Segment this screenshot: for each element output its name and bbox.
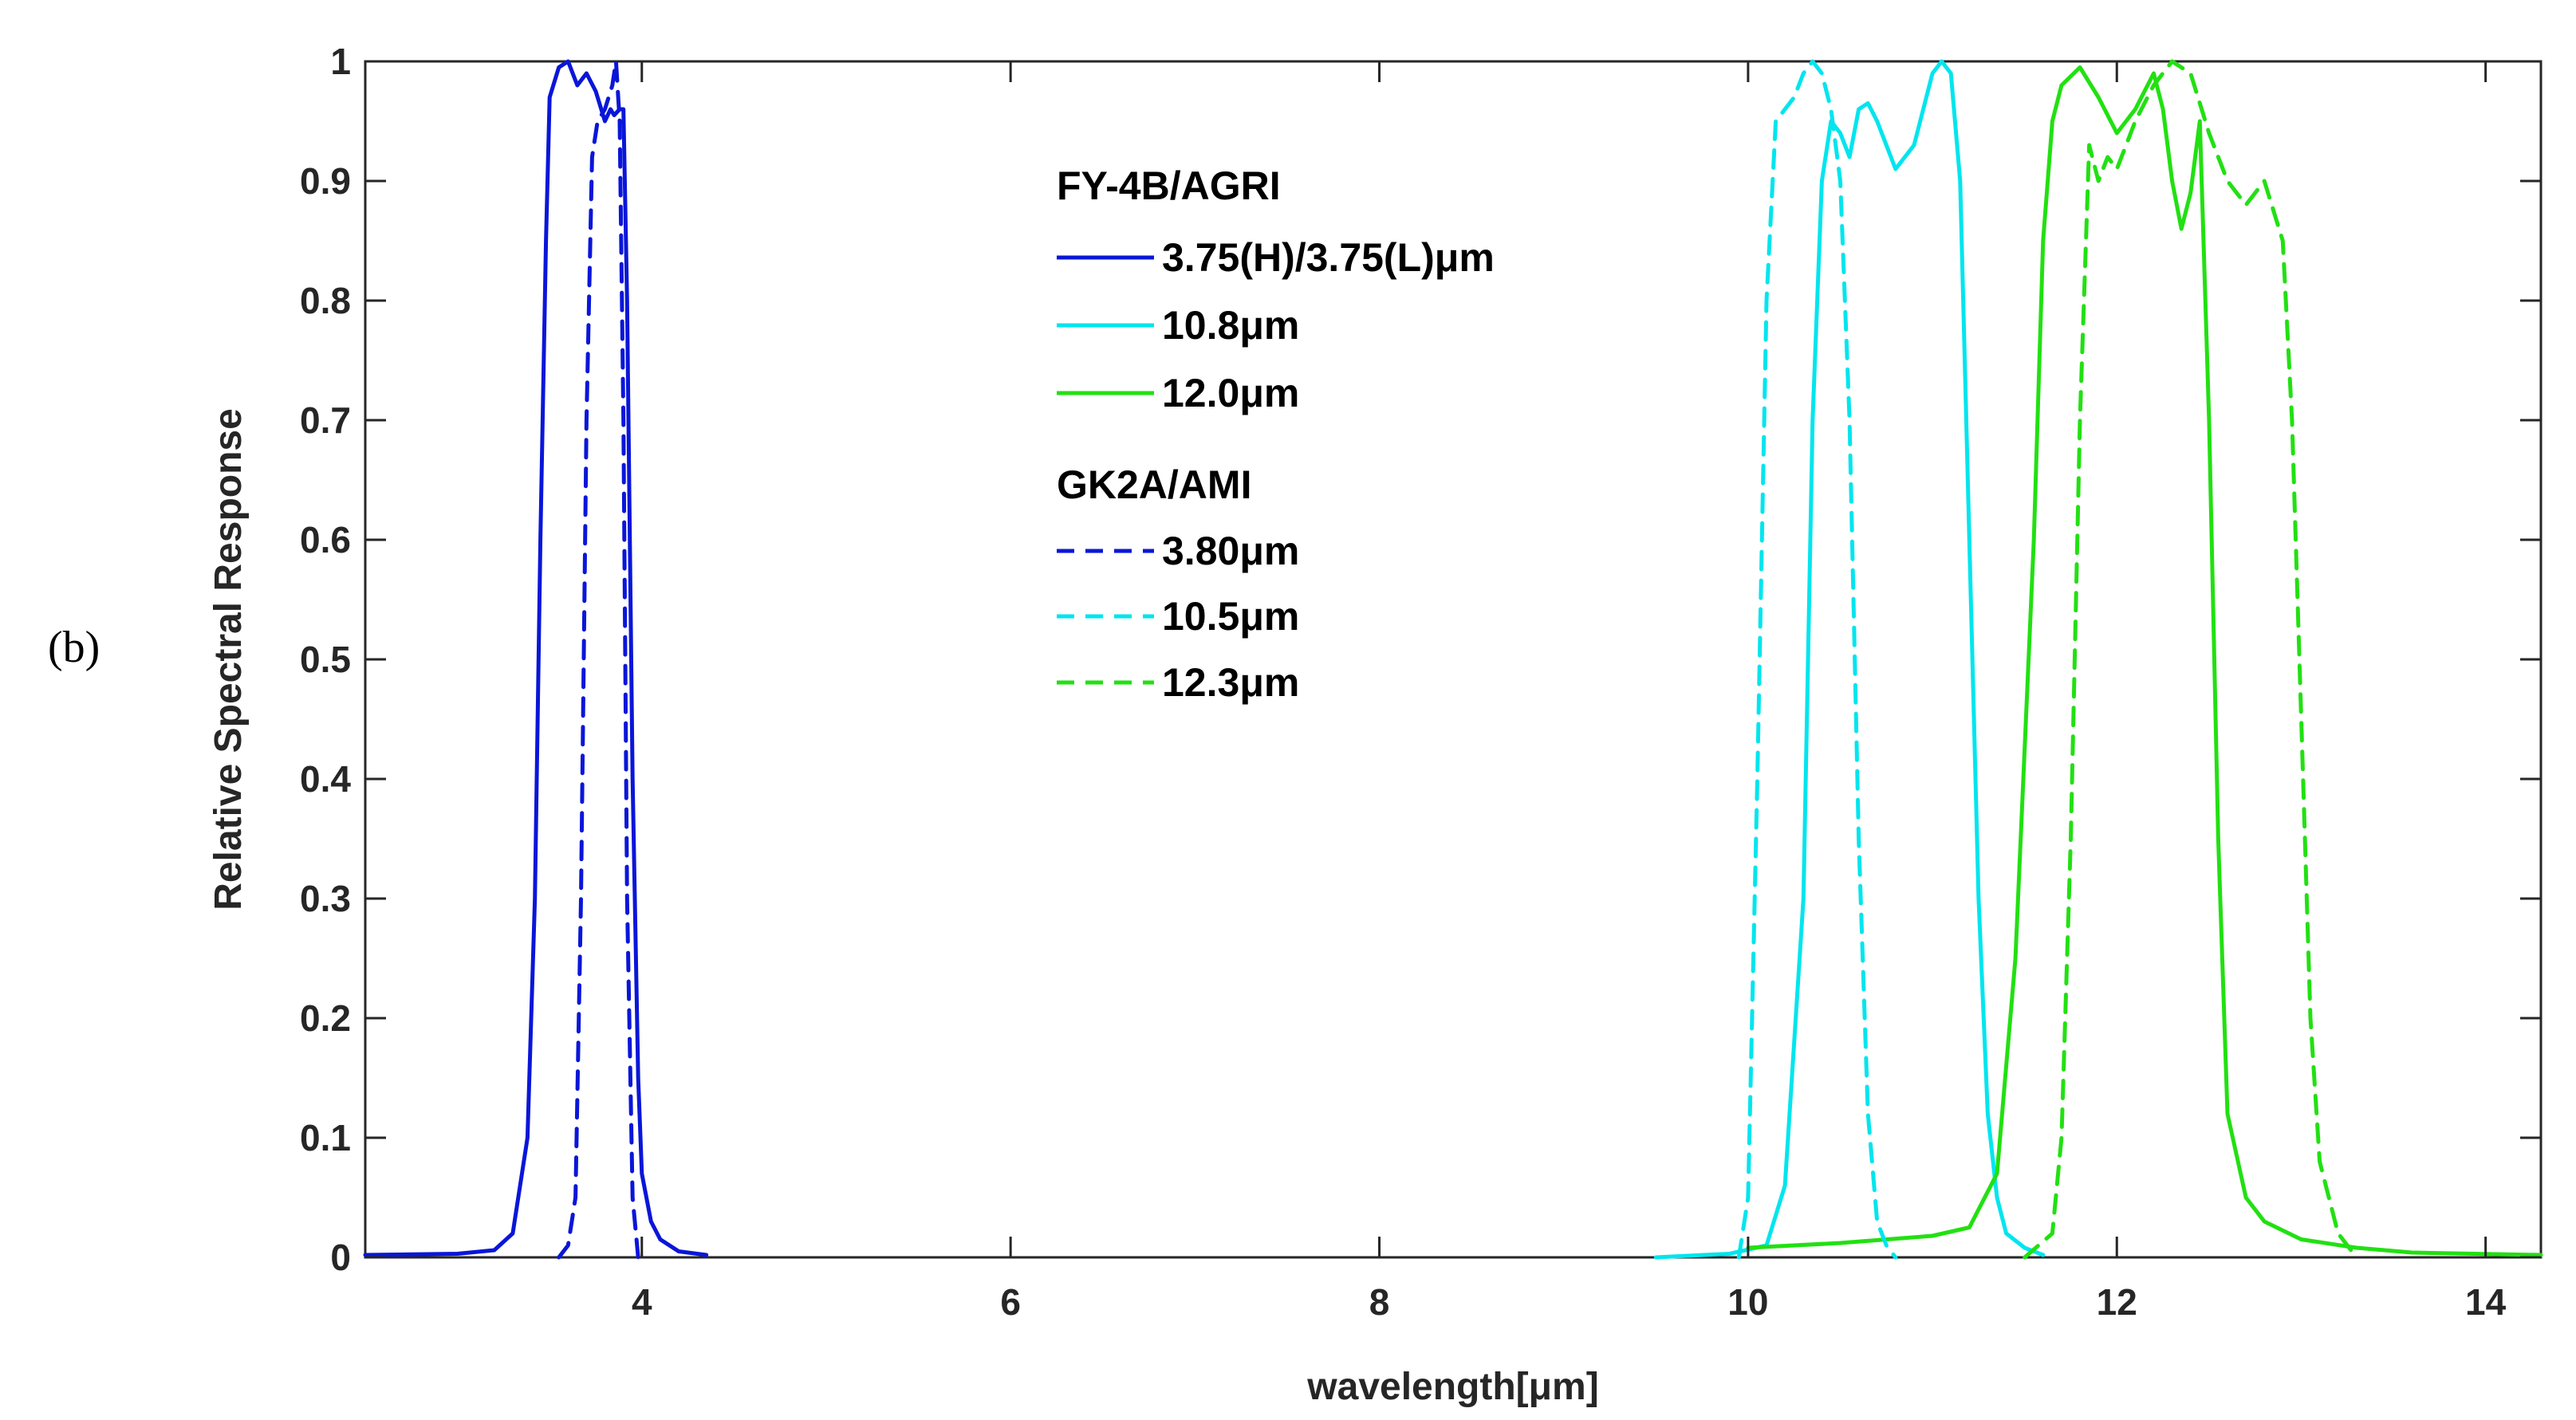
legend-group-title: GK2A/AMI [1057,462,1251,507]
y-tick-label: 0.2 [300,997,351,1039]
plot-area-frame [364,60,2543,1259]
y-tick-label: 0.8 [300,280,351,321]
x-tick-label: 8 [1369,1281,1390,1323]
legend-label: 10.5μm [1162,594,1299,639]
y-tick-label: 0.5 [300,639,351,680]
x-tick-label: 12 [2097,1281,2137,1323]
x-tick-label: 14 [2465,1281,2507,1323]
y-tick-label: 0.7 [300,399,351,441]
y-tick-label: 0.1 [300,1117,351,1158]
axis-ticks: 4 6 8 10 12 14 0 0.1 0.2 0.3 0.4 0.5 0.6 0.7 0.8 0.9 1 [300,41,2541,1323]
legend-label: 10.8μm [1162,303,1299,348]
y-tick-label: 0.4 [300,758,351,800]
y-tick-label: 0.3 [300,878,351,919]
legend-group-title: FY-4B/AGRI [1057,163,1281,208]
legend-label: 12.3μm [1162,660,1299,705]
series-line-3 [557,59,640,1260]
legend-label: 12.0μm [1162,371,1299,415]
legend-label: 3.80μm [1162,529,1299,573]
legend: FY-4B/AGRI 3.75(H)/3.75(L)μm 10.8μm 12.0μm G… [1057,163,1495,705]
legend-label: 3.75(H)/3.75(L)μm [1162,235,1495,280]
y-tick-label: 0 [330,1237,351,1278]
x-axis-title: wavelength[μm] [1306,1366,1598,1408]
y-tick-label: 0.6 [300,519,351,561]
panel-label: (b) [48,623,100,672]
series-layer [363,59,2543,1260]
y-tick-label: 0.9 [300,160,351,202]
series-line-5 [2023,59,2359,1260]
x-tick-label: 10 [1727,1281,1768,1323]
series-line-1 [1653,59,2046,1260]
y-tick-label: 1 [330,41,351,82]
y-axis-title: Relative Spectral Response [207,408,250,911]
series-line-4 [1736,59,1898,1260]
x-tick-label: 4 [632,1281,652,1323]
series-line-0 [363,59,709,1257]
x-tick-label: 6 [1000,1281,1021,1323]
series-line-2 [1746,65,2543,1257]
